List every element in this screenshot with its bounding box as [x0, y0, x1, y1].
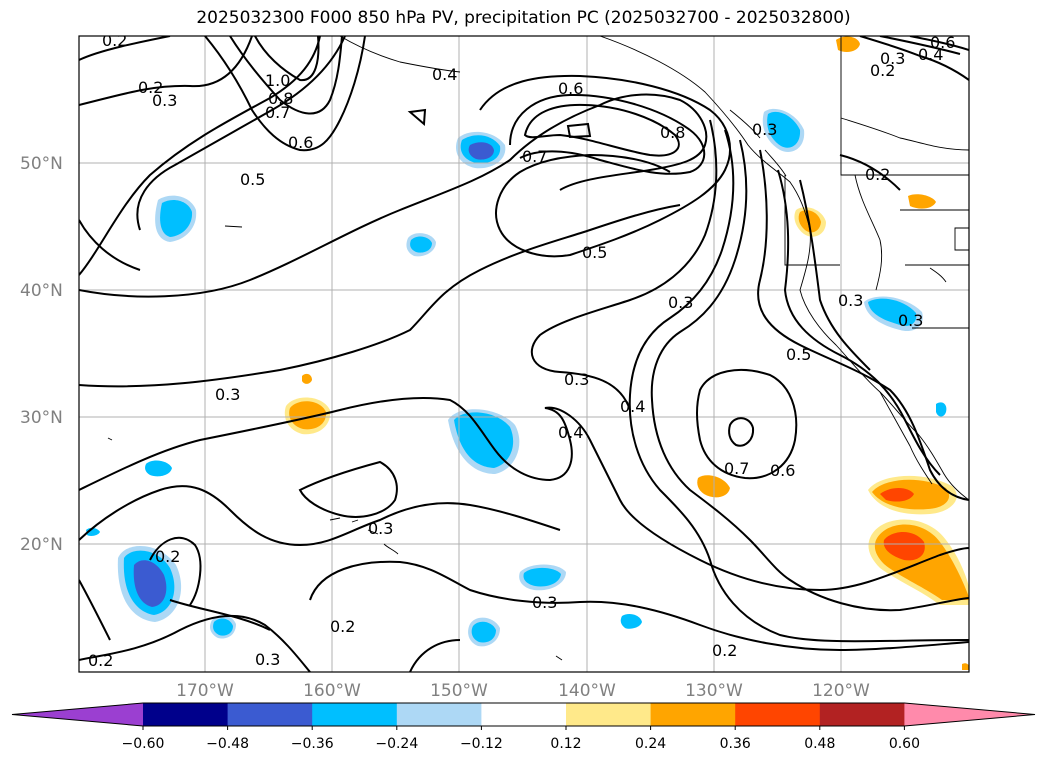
contour-label: 0.4: [432, 65, 457, 84]
colorbar-segment: [650, 703, 736, 726]
precip-neg-blob: [523, 567, 561, 587]
precip-neg-blob: [767, 111, 801, 148]
contour-label: 1.0: [265, 71, 290, 90]
lon-label: 130°W: [685, 681, 743, 701]
contour-label: 0.3: [898, 311, 923, 330]
precip-neg-blob: [145, 460, 172, 477]
contour-label: 0.3: [152, 91, 177, 110]
graticule: [79, 36, 969, 672]
contour-label: 0.3: [668, 293, 693, 312]
contour-label: 0.3: [368, 519, 393, 538]
colorbar-tick-label: −0.60: [122, 736, 165, 752]
contour-label: 0.2: [138, 78, 163, 97]
contour-label: 0.2: [865, 165, 890, 184]
contour-label: 0.6: [558, 79, 583, 98]
contour-label: 0.3: [255, 650, 280, 669]
precip-neg-blob: [468, 142, 494, 160]
lon-label: 150°W: [430, 681, 488, 701]
contour-label: 0.8: [268, 89, 293, 108]
latitude-labels: 50°N 40°N 30°N 20°N: [20, 154, 63, 555]
longitude-labels: 170°W 160°W 150°W 140°W 130°W 120°W: [176, 681, 870, 701]
precip-neg-blob: [213, 618, 233, 636]
lon-label: 140°W: [558, 681, 616, 701]
contour-label: 0.2: [712, 641, 737, 660]
precip-pos-blob: [908, 194, 936, 209]
contour-label: 0.4: [620, 397, 645, 416]
colorbar: −0.60 −0.48 −0.36 −0.24 −0.12 0.12 0.24 0.36 0.4…: [11, 702, 1036, 752]
lat-label: 30°N: [20, 408, 63, 428]
coastlines: [339, 36, 969, 501]
contour-label: 0.6: [930, 33, 955, 52]
contour-label: 0.3: [215, 385, 240, 404]
contour-label: 0.7: [265, 103, 290, 122]
contour-label: 0.2: [330, 617, 355, 636]
precip-neg-blob: [936, 402, 947, 417]
precip-pos-blob: [883, 532, 925, 561]
contour-label: 0.3: [564, 370, 589, 389]
precip-pos-blob: [289, 401, 327, 430]
lon-label: 120°W: [812, 681, 870, 701]
lat-label: 50°N: [20, 154, 63, 174]
precip-neg-blob: [868, 298, 917, 326]
precip-pos-blob: [962, 663, 969, 670]
colorbar-extend-min: [12, 703, 143, 726]
contour-label: 0.3: [532, 593, 557, 612]
lon-label: 170°W: [176, 681, 234, 701]
precip-neg-blob: [471, 621, 496, 643]
contour-label: 0.6: [288, 133, 313, 152]
colorbar-tick-label: 0.24: [635, 736, 666, 752]
contour-label: 0.4: [558, 423, 583, 442]
contour-label: 0.2: [155, 547, 180, 566]
precip-pos-blob: [798, 210, 821, 233]
colorbar-tick-label: 0.12: [550, 736, 581, 752]
contour-label: 0.7: [522, 147, 547, 166]
contour-label: 0.3: [752, 120, 777, 139]
colorbar-segment: [819, 703, 905, 726]
colorbar-segment: [481, 703, 567, 726]
colorbar-tick-label: −0.24: [375, 736, 418, 752]
colorbar-segment: [227, 703, 313, 726]
lon-label: 160°W: [303, 681, 361, 701]
colorbar-tick-label: −0.48: [206, 736, 249, 752]
contour-label: 0.5: [786, 345, 811, 364]
colorbar-tick-label: 0.48: [804, 736, 835, 752]
precip-neg-blob: [160, 200, 193, 237]
colorbar-segment: [396, 703, 482, 726]
contour-label: 0.2: [870, 61, 895, 80]
colorbar-tick-label: 0.36: [720, 736, 751, 752]
pv-contour-labels: 0.2 0.2 0.3 1.0 0.8 0.7 0.6 0.5 0.4 0.6 …: [88, 31, 955, 670]
colorbar-segment: [566, 703, 652, 726]
precip-pos-blob: [880, 488, 914, 502]
contour-label: 0.5: [240, 170, 265, 189]
pv-contours: [79, 36, 969, 672]
contour-label: 0.2: [88, 651, 113, 670]
colorbar-tick-label: −0.12: [460, 736, 503, 752]
lat-label: 40°N: [20, 281, 63, 301]
precip-pos-blob: [302, 373, 312, 384]
lat-label: 20°N: [20, 535, 63, 555]
colorbar-segment: [735, 703, 821, 726]
precip-neg-blob: [410, 236, 432, 253]
precip-neg-blob: [620, 614, 642, 629]
precip-shading: [86, 36, 969, 670]
colorbar-tick-label: 0.60: [889, 736, 920, 752]
colorbar-segment: [143, 703, 229, 726]
contour-label: 0.7: [724, 459, 749, 478]
contour-label: 0.8: [660, 123, 685, 142]
precip-neg-blob: [133, 560, 167, 607]
islands: [107, 225, 563, 661]
contour-label: 0.6: [770, 461, 795, 480]
colorbar-segment: [312, 703, 398, 726]
contour-label: 0.3: [838, 291, 863, 310]
contour-label: 0.5: [582, 243, 607, 262]
contour-label: 0.3: [880, 49, 905, 68]
colorbar-extend-max: [904, 703, 1035, 726]
precip-pos-blob: [836, 36, 860, 52]
map-title: 2025032300 F000 850 hPa PV, precipitatio…: [196, 8, 851, 28]
contour-label: 0.4: [918, 45, 943, 64]
map-frame: [78, 35, 970, 673]
colorbar-tick-label: −0.36: [291, 736, 334, 752]
contour-label: 0.2: [102, 31, 127, 50]
